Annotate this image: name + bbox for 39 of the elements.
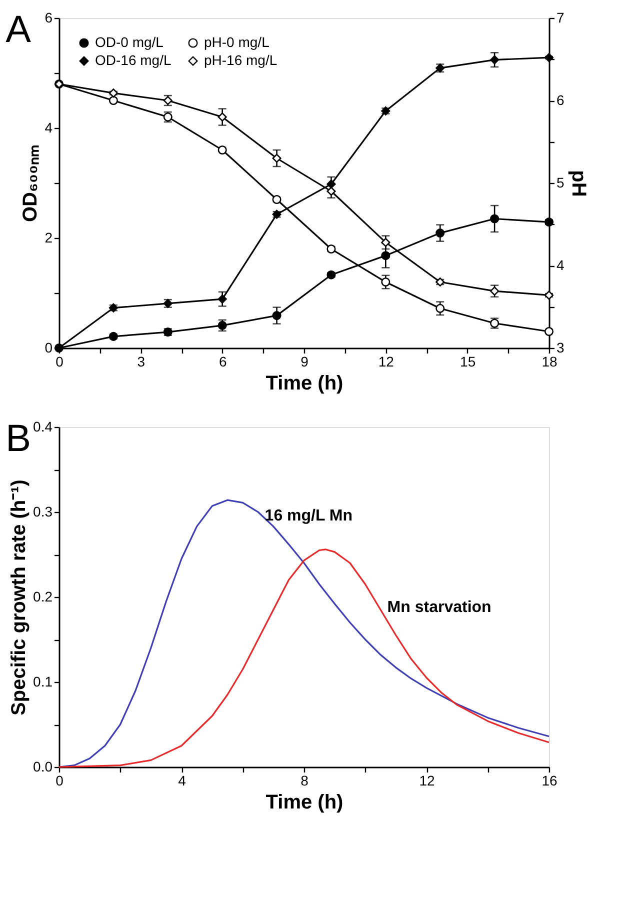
series-label: 16 mg/L Mn: [264, 507, 353, 524]
x-tick-label: 18: [542, 354, 558, 370]
x-tick-label: 16: [542, 772, 558, 788]
y2-axis-title: pH: [567, 170, 590, 197]
x-tick-label: 9: [300, 354, 309, 370]
y-tick-label: 0.1: [33, 674, 53, 690]
y-tick-label: 0.0: [33, 758, 53, 774]
x-tick-label: 0: [56, 354, 64, 370]
x-tick-label: 6: [218, 354, 227, 370]
y2-tick-label: 5: [556, 174, 564, 190]
y-tick-label: 2: [44, 230, 53, 246]
y-tick-label: 6: [44, 10, 53, 26]
text: B: [6, 418, 31, 460]
y-tick-label: 0.3: [33, 504, 53, 520]
y2-tick-label: 6: [556, 92, 564, 108]
y2-tick-label: 7: [556, 10, 564, 26]
series-label: Mn starvation: [387, 599, 492, 616]
y-tick-label: 0: [44, 340, 53, 356]
x-tick-label: 15: [460, 354, 476, 370]
x-tick-label: 3: [137, 354, 146, 370]
x-tick-label: 0: [56, 772, 64, 788]
y-tick-label: 4: [44, 120, 53, 136]
x-axis-title: Time (h): [266, 372, 344, 394]
y2-tick-label: 4: [556, 257, 564, 273]
legend-label: pH-0 mg/L: [204, 34, 270, 50]
y-axis-title: Specific growth rate (h⁻¹): [8, 480, 30, 716]
x-axis-title: Time (h): [266, 792, 344, 814]
x-tick-label: 12: [378, 354, 394, 370]
x-tick-label: 8: [300, 772, 309, 788]
legend-label: pH-16 mg/L: [204, 52, 278, 68]
x-tick-label: 12: [419, 772, 435, 788]
y-tick-label: 0.4: [33, 418, 53, 434]
y-axis-title: OD₆₀₀ₙₘ: [20, 144, 42, 222]
x-tick-label: 4: [178, 772, 186, 788]
y2-tick-label: 3: [556, 340, 564, 356]
text: A: [6, 9, 32, 51]
legend-label: OD-16 mg/L: [95, 52, 172, 68]
legend-label: OD-0 mg/L: [95, 34, 164, 50]
y-tick-label: 0.2: [33, 588, 53, 604]
